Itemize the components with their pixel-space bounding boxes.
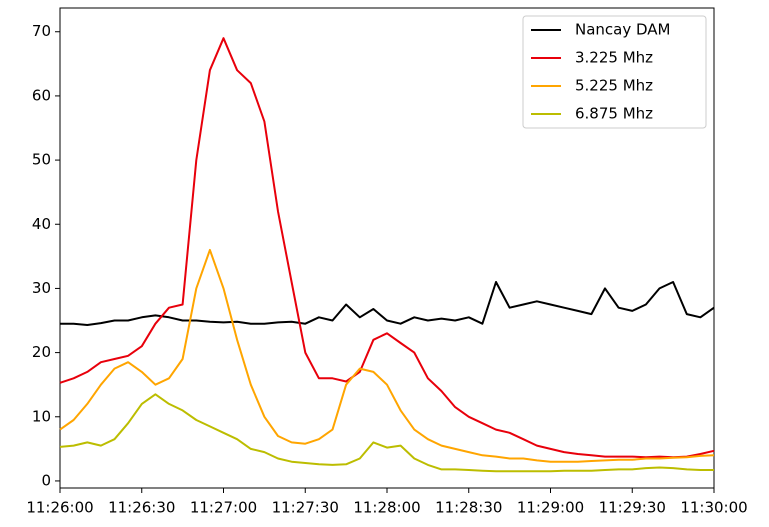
x-tick-label: 11:30:00 (680, 499, 747, 517)
legend-box (522, 15, 707, 129)
legend-label: Nancay DAM (575, 21, 671, 39)
x-tick-label: 11:26:00 (26, 499, 93, 517)
series-line (59, 37, 715, 459)
series-line (59, 393, 714, 473)
legend-label: 3.225 Mhz (575, 49, 653, 67)
legend-label: 5.225 Mhz (575, 77, 653, 95)
x-tick-label: 11:28:00 (353, 499, 420, 517)
y-tick-label: 0 (41, 471, 51, 489)
x-tick-label: 11:27:00 (190, 499, 257, 517)
legend-label: 6.875 Mhz (575, 105, 653, 123)
y-tick-label: 10 (32, 407, 51, 425)
series-line (60, 281, 715, 326)
series-line (59, 248, 715, 463)
y-tick-label: 50 (32, 151, 51, 169)
x-tick-label: 11:29:00 (517, 499, 584, 517)
x-tick-label: 11:27:30 (272, 499, 339, 517)
x-tick-label: 11:26:30 (108, 499, 175, 517)
y-tick-label: 30 (32, 279, 51, 297)
x-tick-label: 11:28:30 (435, 499, 502, 517)
y-tick-label: 70 (32, 22, 51, 40)
y-tick-label: 20 (32, 343, 51, 361)
x-tick-label: 11:29:30 (599, 499, 666, 517)
y-tick-label: 60 (32, 86, 51, 104)
y-tick-label: 40 (32, 215, 51, 233)
